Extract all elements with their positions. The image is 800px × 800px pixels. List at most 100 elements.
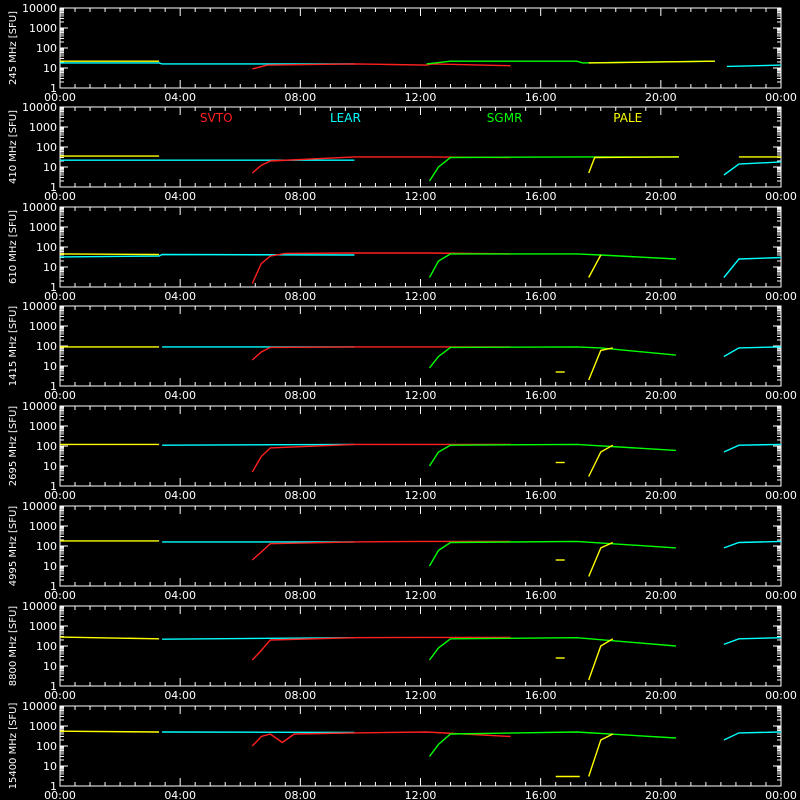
panel-frame [59, 206, 782, 288]
series-line-pale [59, 253, 160, 256]
x-tick-label: 04:00 [164, 290, 196, 303]
y-axis-label: 15400 MHz [SFU] [8, 703, 19, 790]
y-tick-label: 1 [50, 181, 57, 194]
series-line-pale [588, 254, 602, 278]
y-tick-label: 1 [50, 580, 57, 593]
y-tick-label: 10000 [22, 2, 57, 15]
y-tick-label: 10000 [22, 101, 57, 114]
x-tick-label: 12:00 [405, 589, 437, 602]
y-axis-label: 1415 MHz [SFU] [8, 306, 19, 387]
y-tick-label: 1 [50, 780, 57, 793]
x-tick-label: 12:00 [405, 190, 437, 203]
x-tick-label: 00:00 [44, 389, 76, 402]
y-tick-label: 100 [36, 42, 57, 55]
y-tick-label: 1 [50, 82, 57, 95]
series-line-pale [588, 347, 613, 381]
y-axis-label: 2695 MHz [SFU] [8, 406, 19, 487]
y-tick-label: 1000 [29, 121, 57, 134]
x-tick-label: 20:00 [645, 489, 677, 502]
y-tick-label: 10000 [22, 300, 57, 313]
x-tick-label: 12:00 [405, 91, 437, 104]
x-tick-label: 00:00 [44, 91, 76, 104]
x-tick-label: 00:00 [44, 290, 76, 303]
series-line-lear [723, 731, 782, 741]
y-tick-label: 10 [43, 460, 57, 473]
x-tick-label: 04:00 [164, 689, 196, 702]
y-tick-label: 100 [36, 340, 57, 353]
y-tick-label: 1000 [29, 221, 57, 234]
x-tick-label: 16:00 [525, 389, 557, 402]
series-line-pale [588, 733, 614, 777]
x-tick-label: 20:00 [645, 91, 677, 104]
x-tick-label: 20:00 [645, 389, 677, 402]
legend-pale: PALE [613, 111, 642, 125]
y-axis-label: 410 MHz [SFU] [8, 110, 19, 184]
series-line-svto [252, 63, 511, 70]
y-tick-label: 1000 [29, 22, 57, 35]
series-line-lear [162, 443, 355, 446]
x-tick-label: 00:00 [765, 689, 797, 702]
panel-frame [59, 305, 782, 387]
y-tick-label: 10 [43, 62, 57, 75]
series-line-pale [588, 541, 614, 577]
x-tick-label: 08:00 [284, 489, 316, 502]
series-line-pale [59, 730, 160, 733]
y-tick-label: 10000 [22, 400, 57, 413]
series-line-svto [251, 636, 511, 661]
x-tick-label: 12:00 [405, 689, 437, 702]
x-tick-label: 04:00 [164, 190, 196, 203]
series-line-lear [723, 443, 782, 453]
x-tick-label: 00:00 [765, 190, 797, 203]
y-tick-label: 1 [50, 380, 57, 393]
y-tick-label: 100 [36, 740, 57, 753]
y-tick-label: 10000 [22, 700, 57, 713]
y-tick-label: 10 [43, 560, 57, 573]
series-line-lear [723, 256, 782, 278]
x-tick-label: 16:00 [525, 689, 557, 702]
y-tick-label: 100 [36, 540, 57, 553]
x-tick-label: 00:00 [765, 290, 797, 303]
x-tick-label: 00:00 [765, 91, 797, 104]
x-tick-label: 00:00 [765, 789, 797, 800]
legend-lear: LEAR [330, 111, 361, 125]
y-tick-label: 1000 [29, 720, 57, 733]
y-tick-label: 100 [36, 640, 57, 653]
y-tick-label: 10 [43, 760, 57, 773]
y-tick-label: 1000 [29, 320, 57, 333]
x-tick-label: 20:00 [645, 789, 677, 800]
x-tick-label: 00:00 [44, 689, 76, 702]
x-tick-label: 00:00 [765, 589, 797, 602]
y-axis-label: 245 MHz [SFU] [8, 11, 19, 85]
x-tick-label: 12:00 [405, 290, 437, 303]
series-line-pale [588, 156, 679, 174]
y-tick-label: 100 [36, 440, 57, 453]
x-tick-label: 20:00 [645, 589, 677, 602]
x-tick-label: 12:00 [405, 389, 437, 402]
series-line-sgmr [428, 443, 676, 467]
x-tick-label: 16:00 [525, 91, 557, 104]
x-tick-label: 04:00 [164, 389, 196, 402]
series-line-lear [723, 161, 782, 176]
y-tick-label: 100 [36, 141, 57, 154]
series-line-svto [251, 443, 511, 473]
panel-frame [59, 505, 782, 587]
x-tick-label: 00:00 [44, 789, 76, 800]
series-line-pale [59, 636, 160, 640]
x-tick-label: 08:00 [284, 389, 316, 402]
x-tick-label: 08:00 [284, 91, 316, 104]
series-line-lear [60, 62, 355, 65]
legend-sgmr: SGMR [487, 111, 523, 125]
x-tick-label: 08:00 [284, 589, 316, 602]
series-line-svto [251, 156, 511, 174]
series-line-sgmr [428, 540, 676, 567]
x-tick-label: 00:00 [44, 190, 76, 203]
x-tick-label: 04:00 [164, 789, 196, 800]
series-line-lear [723, 346, 782, 358]
y-tick-label: 10 [43, 161, 57, 174]
panel-frame [59, 7, 782, 89]
series-line-svto [251, 252, 511, 284]
x-tick-label: 04:00 [164, 589, 196, 602]
y-tick-label: 10000 [22, 201, 57, 214]
series-line-pale [588, 60, 715, 64]
